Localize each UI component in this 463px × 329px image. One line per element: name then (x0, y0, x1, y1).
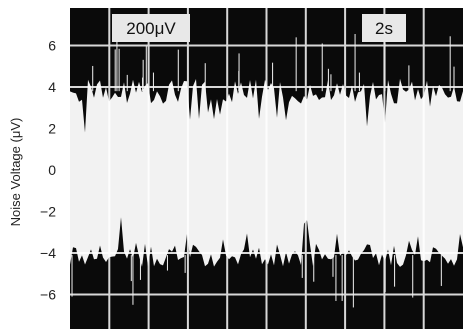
vertical-scale-box (112, 14, 190, 42)
y-tick-label: −4 (40, 245, 56, 261)
noise-band-area (70, 78, 463, 267)
y-axis-title: Noise Voltage (μV) (8, 118, 23, 227)
y-tick-label: 6 (48, 38, 56, 54)
y-tick-label: 0 (48, 162, 56, 178)
y-tick-label: 4 (48, 79, 56, 95)
noise-band (70, 34, 463, 308)
time-scale-text: 2s (375, 19, 393, 38)
y-tick-labels: 6 4 2 0 −2 −4 −6 (40, 38, 56, 303)
vertical-scale-text: 200μV (126, 19, 176, 38)
vertical-scale-label: 200μV (112, 14, 190, 42)
time-scale-label: 2s (362, 14, 406, 42)
y-tick-label: 2 (48, 121, 56, 137)
y-tick-label: −2 (40, 204, 56, 220)
y-tick-label: −6 (40, 287, 56, 303)
time-scale-box (362, 14, 406, 42)
